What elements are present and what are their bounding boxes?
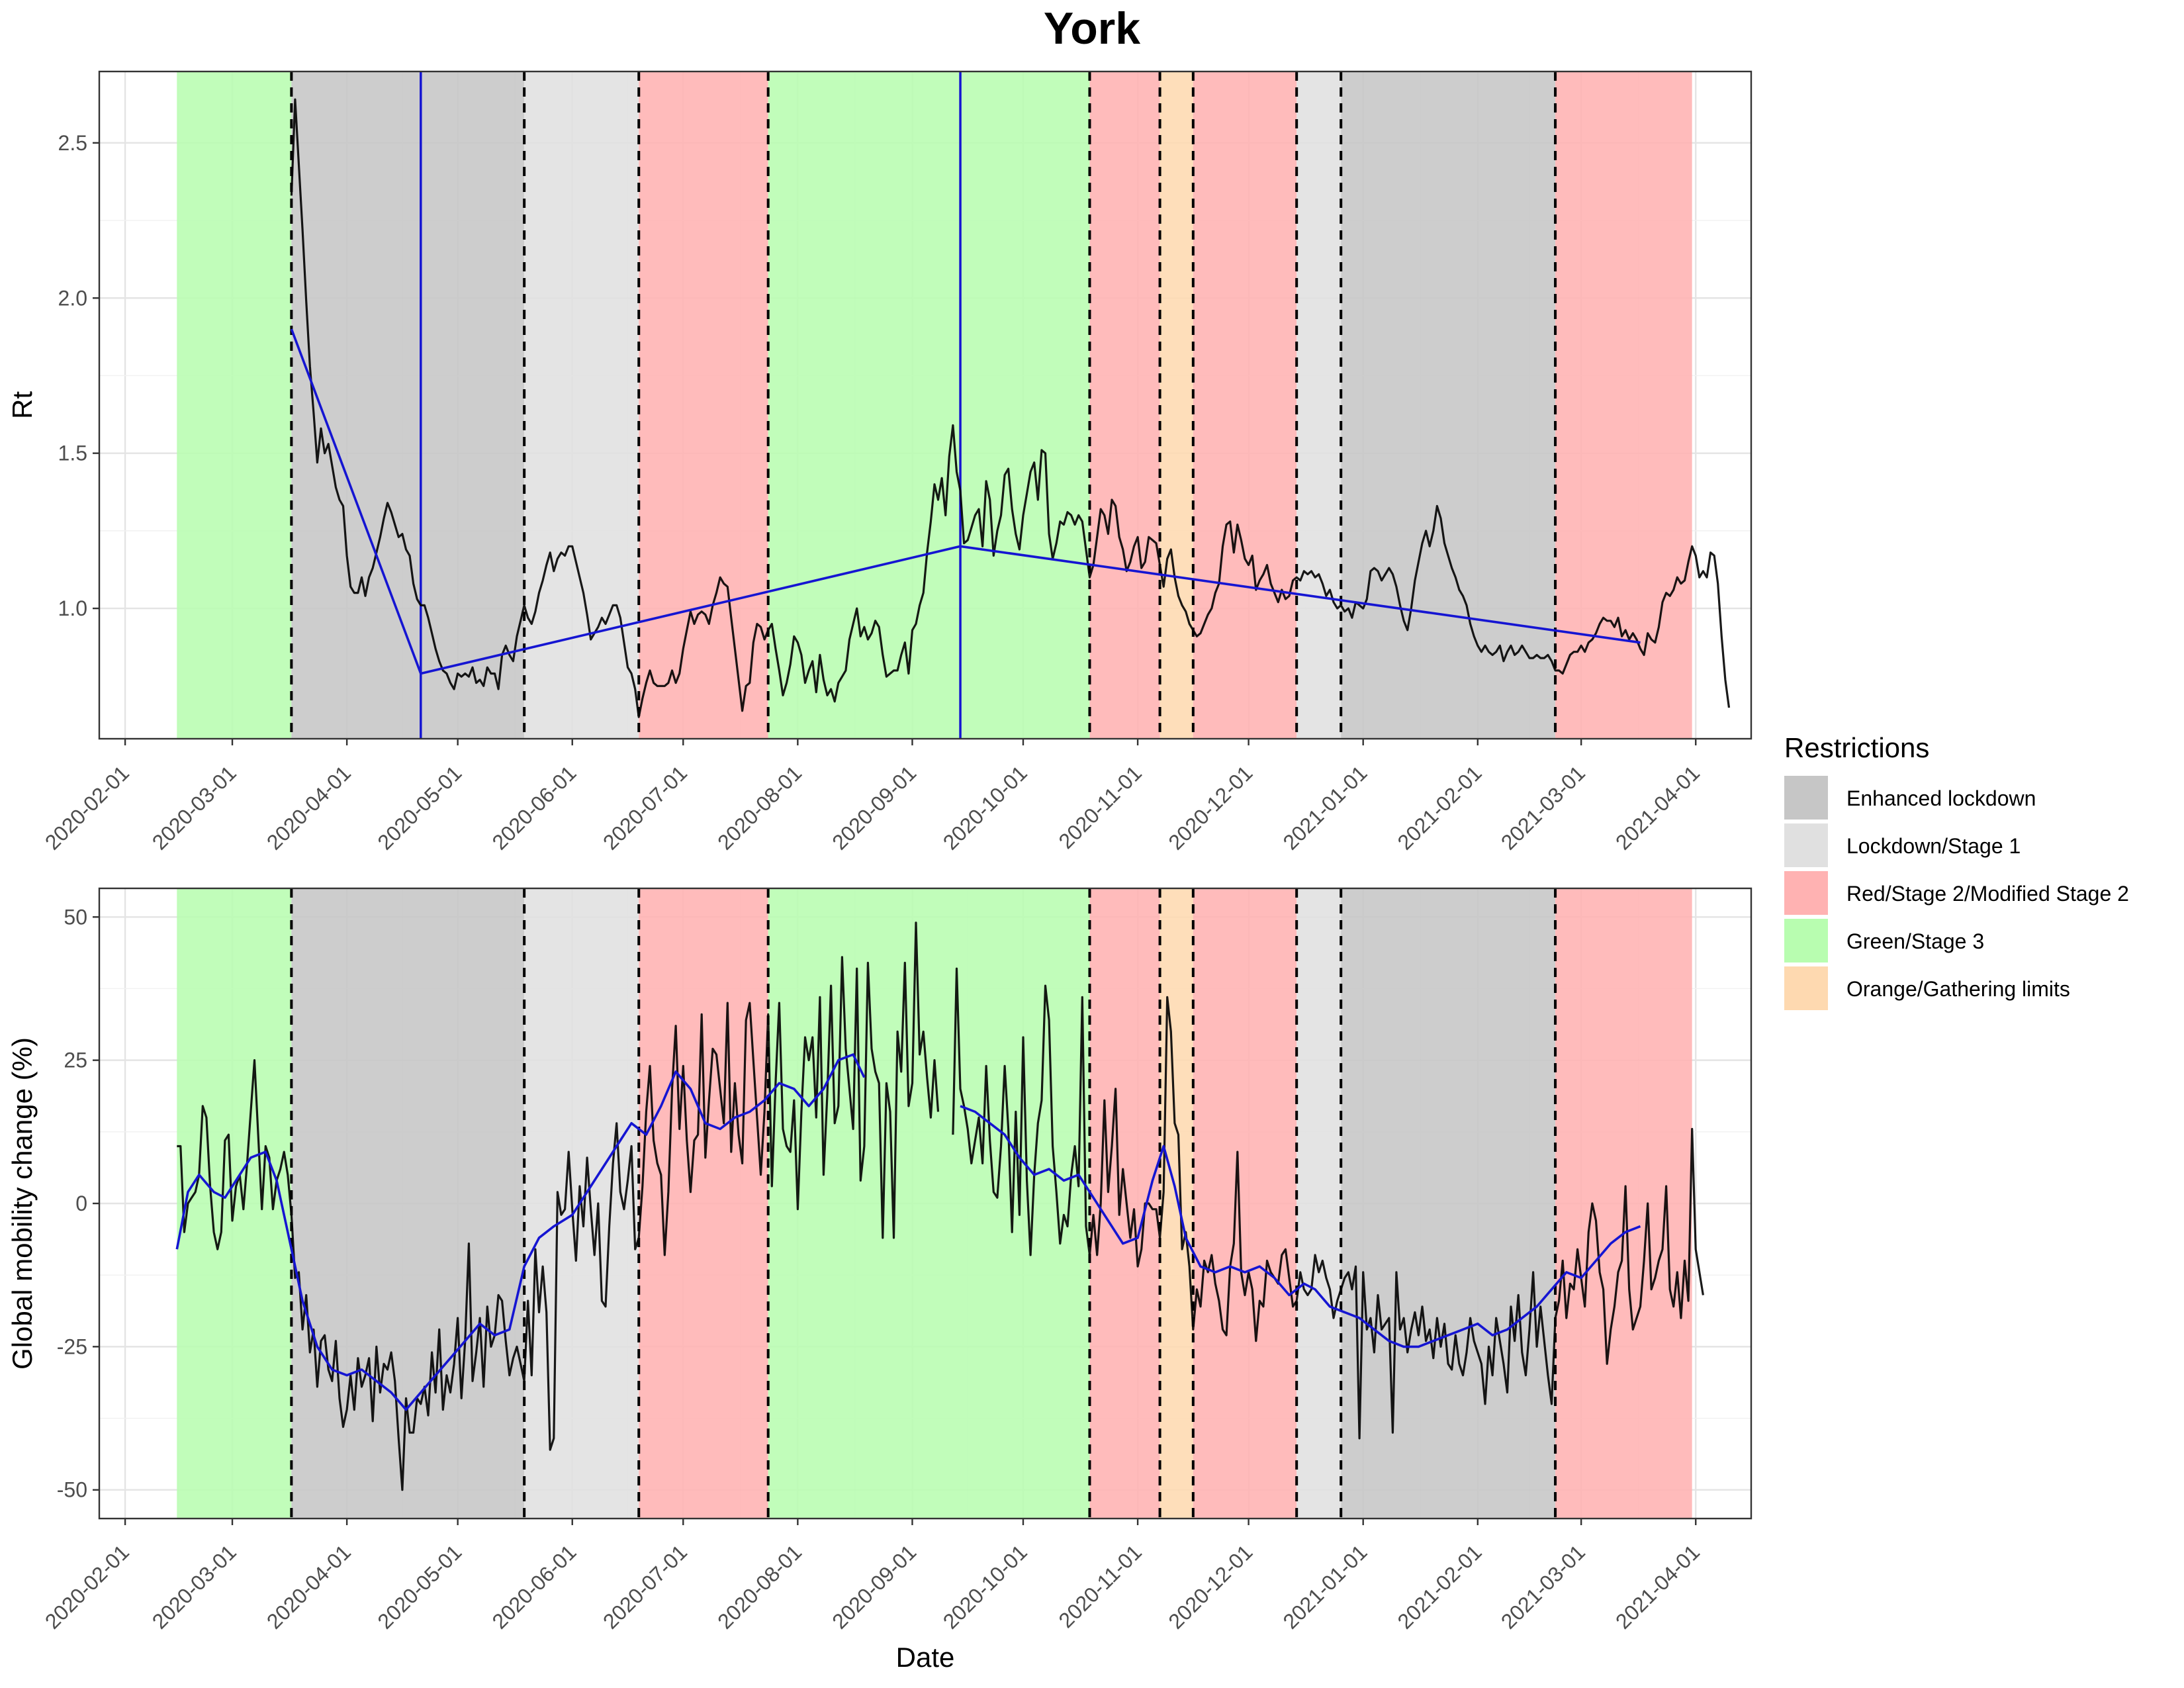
restriction-period xyxy=(639,71,768,739)
y-tick-label: 2.5 xyxy=(58,131,87,155)
legend-label: Lockdown/Stage 1 xyxy=(1846,834,2021,858)
y-axis-title: Rt xyxy=(7,391,38,419)
legend-title: Restrictions xyxy=(1784,732,1929,763)
restriction-period xyxy=(1193,71,1297,739)
legend-swatch xyxy=(1784,823,1828,867)
restriction-period xyxy=(177,71,292,739)
series-line xyxy=(175,1053,866,1411)
restriction-period xyxy=(1160,888,1193,1519)
series-observed xyxy=(290,98,1731,718)
series-line xyxy=(177,921,940,1491)
restriction-periods xyxy=(177,71,1692,739)
series-daily xyxy=(177,921,1704,1491)
chart-title: York xyxy=(1044,3,1140,54)
x-axis-title: Date xyxy=(896,1642,955,1673)
restriction-period xyxy=(1341,71,1556,739)
series-line xyxy=(290,98,1731,718)
y-tick-label: 2.0 xyxy=(58,286,87,310)
legend-items: Enhanced lockdown Lockdown/Stage 1 Red/Sta… xyxy=(1784,776,2129,1010)
legend-label: Green/Stage 3 xyxy=(1846,929,1984,953)
y-tick-label: 25 xyxy=(64,1049,87,1072)
y-tick-label: 1.0 xyxy=(58,596,87,620)
legend-item: Enhanced lockdown xyxy=(1784,776,2036,820)
y-axis: -50 -25 0 25 50 xyxy=(57,905,99,1502)
y-tick-label: -25 xyxy=(57,1335,87,1358)
restriction-period xyxy=(768,888,1090,1519)
series-line xyxy=(290,328,1641,675)
y-axis: 1.0 1.5 2.0 2.5 xyxy=(58,131,99,620)
y-tick-label: -50 xyxy=(57,1478,87,1502)
series-line xyxy=(960,1105,1641,1348)
legend-label: Enhanced lockdown xyxy=(1846,786,2036,810)
restriction-dividers xyxy=(290,888,1557,1519)
restriction-period xyxy=(1297,888,1342,1519)
y-tick-label: 0 xyxy=(75,1192,87,1215)
panel-border xyxy=(98,70,1752,740)
restriction-period xyxy=(1193,888,1297,1519)
series-7-day-average xyxy=(175,1053,1641,1411)
y-tick-label: 1.5 xyxy=(58,442,87,465)
restriction-period xyxy=(768,71,1090,739)
legend-swatch xyxy=(1784,871,1828,915)
legend-swatch xyxy=(1784,776,1828,820)
legend: Restrictions Enhanced lockdown Lockdown/S… xyxy=(1784,732,2129,1010)
legend-item: Lockdown/Stage 1 xyxy=(1784,823,2021,867)
legend-label: Red/Stage 2/Modified Stage 2 xyxy=(1846,882,2129,906)
restriction-period xyxy=(524,71,639,739)
legend-item: Orange/Gathering limits xyxy=(1784,966,2070,1010)
y-tick-label: 50 xyxy=(64,905,87,929)
restriction-period xyxy=(1160,71,1193,739)
series-segmented-fit xyxy=(290,328,1641,675)
legend-swatch xyxy=(1784,919,1828,962)
legend-swatch xyxy=(1784,966,1828,1010)
restriction-period xyxy=(1555,71,1692,739)
restriction-period xyxy=(1089,71,1160,739)
legend-item: Red/Stage 2/Modified Stage 2 xyxy=(1784,871,2129,915)
legend-item: Green/Stage 3 xyxy=(1784,919,1984,962)
legend-label: Orange/Gathering limits xyxy=(1846,977,2070,1001)
series-line xyxy=(952,967,1704,1440)
y-axis-title: Global mobility change (%) xyxy=(7,1037,38,1370)
restriction-period xyxy=(291,71,525,739)
restriction-period xyxy=(1341,888,1556,1519)
restriction-period xyxy=(1297,71,1342,739)
restriction-period xyxy=(639,888,768,1519)
